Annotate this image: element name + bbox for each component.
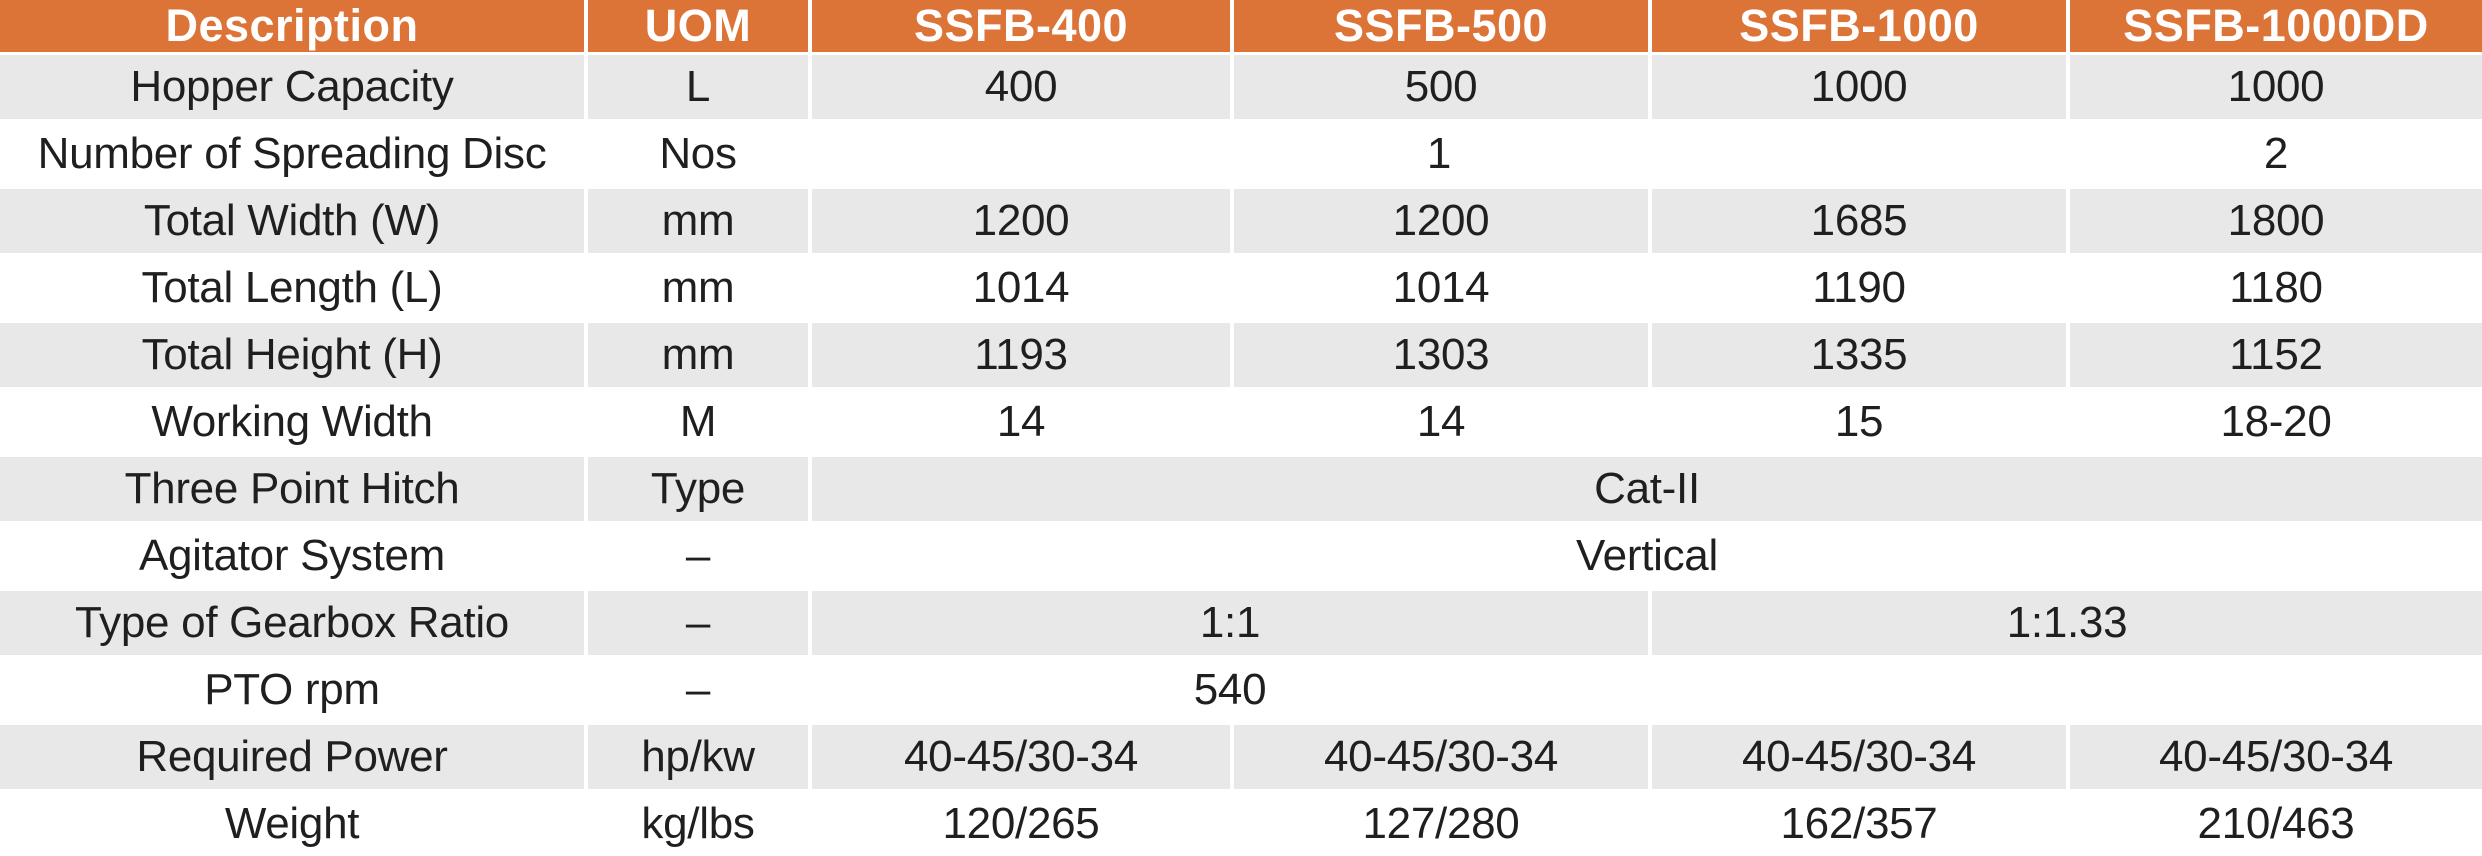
- spec-value-cell: 1: [810, 120, 2070, 190]
- spec-value-cell: 1152: [2068, 321, 2482, 391]
- spec-uom-cell: –: [586, 656, 812, 726]
- spec-value-cell: 40-45/30-34: [1650, 723, 2070, 793]
- spec-uom-cell: –: [586, 589, 812, 659]
- table-row: Weight kg/lbs 120/265 127/280 162/357 210/463: [0, 790, 2482, 856]
- spec-value-cell: 1000: [2068, 53, 2482, 123]
- spec-value-cell: 1685: [1650, 187, 2070, 257]
- spec-uom-cell: hp/kw: [586, 723, 812, 793]
- spec-description-cell: Working Width: [0, 388, 588, 458]
- spec-value-cell: 500: [1232, 53, 1652, 123]
- spec-value-cell: 18-20: [2068, 388, 2482, 458]
- spec-uom-cell: –: [586, 522, 812, 592]
- spec-value-cell: 1193: [810, 321, 1234, 391]
- spec-description-cell: Total Width (W): [0, 187, 588, 257]
- spec-value-cell: 1000: [1650, 53, 2070, 123]
- spec-description-cell: Number of Spreading Disc: [0, 120, 588, 190]
- spec-value-cell: 540: [810, 656, 1652, 726]
- table-body: Hopper Capacity L 400 500 1000 1000 Number of …: [0, 53, 2482, 856]
- spec-description-cell: Total Length (L): [0, 254, 588, 324]
- spec-description-cell: Type of Gearbox Ratio: [0, 589, 588, 659]
- spec-value-cell: Cat-II: [810, 455, 2482, 525]
- spec-value-cell: 1303: [1232, 321, 1652, 391]
- table-row: Working Width M 14 14 15 18-20: [0, 388, 2482, 458]
- table-row: Total Height (H) mm 1193 1303 1335 1152: [0, 321, 2482, 391]
- spec-uom-cell: kg/lbs: [586, 790, 812, 856]
- header-row: Description UOM SSFB-400 SSFB-500 SSFB-1000 S…: [0, 0, 2482, 55]
- spec-uom-cell: L: [586, 53, 812, 123]
- spec-value-cell: 210/463: [2068, 790, 2482, 856]
- spec-value-cell: 127/280: [1232, 790, 1652, 856]
- spec-value-cell: 1:1.33: [1650, 589, 2482, 659]
- spec-description-cell: PTO rpm: [0, 656, 588, 726]
- table-header: Description UOM SSFB-400 SSFB-500 SSFB-1000 S…: [0, 0, 2482, 55]
- spec-uom-cell: M: [586, 388, 812, 458]
- spec-value-cell: 120/265: [810, 790, 1234, 856]
- spec-value-cell: 1800: [2068, 187, 2482, 257]
- spec-value-cell: 14: [1232, 388, 1652, 458]
- spec-value-cell: 40-45/30-34: [1232, 723, 1652, 793]
- table-row: PTO rpm –540: [0, 656, 2482, 726]
- table-row: Total Length (L) mm 1014 1014 1190 1180: [0, 254, 2482, 324]
- spec-value-cell: 1014: [1232, 254, 1652, 324]
- spec-uom-cell: Nos: [586, 120, 812, 190]
- spec-description-cell: Weight: [0, 790, 588, 856]
- spec-value-cell: 162/357: [1650, 790, 2070, 856]
- spec-description-cell: Hopper Capacity: [0, 53, 588, 123]
- table-row: Total Width (W) mm 1200 1200 1685 1800: [0, 187, 2482, 257]
- spec-value-cell: 1180: [2068, 254, 2482, 324]
- spec-value-cell: 1200: [1232, 187, 1652, 257]
- spec-value-cell: 40-45/30-34: [810, 723, 1234, 793]
- column-header-uom: UOM: [586, 0, 812, 55]
- spec-value-cell: 1190: [1650, 254, 2070, 324]
- spec-value-cell: 2: [2068, 120, 2482, 190]
- table-row: Number of Spreading Disc Nos 1 2: [0, 120, 2482, 190]
- table-row: Agitator System – Vertical: [0, 522, 2482, 592]
- column-header-ssfb-1000: SSFB-1000: [1650, 0, 2070, 55]
- spec-value-cell: 1200: [810, 187, 1234, 257]
- spec-description-cell: Agitator System: [0, 522, 588, 592]
- table-row: Type of Gearbox Ratio –1:1 1:1.33: [0, 589, 2482, 659]
- column-header-ssfb-1000dd: SSFB-1000DD: [2068, 0, 2482, 55]
- spec-value-cell: [1650, 656, 2482, 726]
- column-header-description: Description: [0, 0, 588, 55]
- spec-value-cell: 14: [810, 388, 1234, 458]
- spec-uom-cell: Type: [586, 455, 812, 525]
- spec-description-cell: Total Height (H): [0, 321, 588, 391]
- spec-value-cell: 400: [810, 53, 1234, 123]
- table-row: Hopper Capacity L 400 500 1000 1000: [0, 53, 2482, 123]
- table-row: Three Point Hitch Type Cat-II: [0, 455, 2482, 525]
- spec-description-cell: Three Point Hitch: [0, 455, 588, 525]
- spec-value-cell: Vertical: [810, 522, 2482, 592]
- spec-value-cell: 15: [1650, 388, 2070, 458]
- spec-value-cell: 40-45/30-34: [2068, 723, 2482, 793]
- table-row: Required Power hp/kw 40-45/30-34 40-45/30-3…: [0, 723, 2482, 793]
- spec-uom-cell: mm: [586, 254, 812, 324]
- column-header-ssfb-500: SSFB-500: [1232, 0, 1652, 55]
- spec-description-cell: Required Power: [0, 723, 588, 793]
- spec-uom-cell: mm: [586, 321, 812, 391]
- spec-value-cell: 1014: [810, 254, 1234, 324]
- spec-uom-cell: mm: [586, 187, 812, 257]
- spec-value-cell: 1335: [1650, 321, 2070, 391]
- column-header-ssfb-400: SSFB-400: [810, 0, 1234, 55]
- spec-value-cell: 1:1: [810, 589, 1652, 659]
